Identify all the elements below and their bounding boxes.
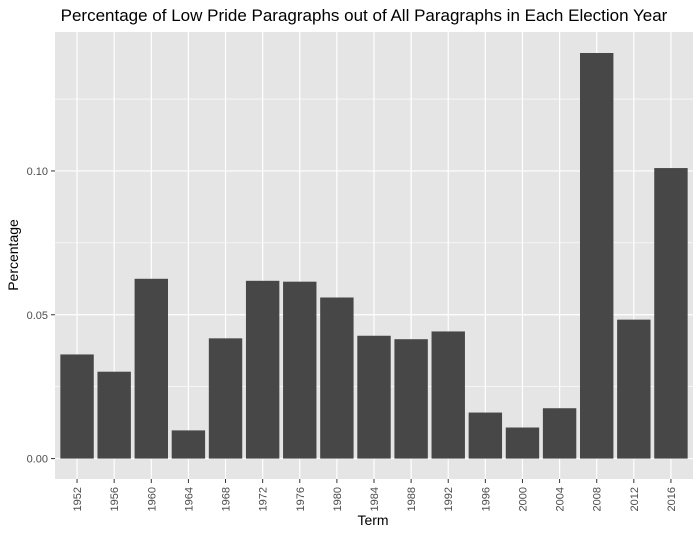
y-axis-title: Percentage bbox=[5, 219, 21, 291]
x-tick-label: 1952 bbox=[72, 487, 84, 511]
bar-2004 bbox=[542, 408, 577, 459]
bar-1980 bbox=[320, 297, 354, 459]
x-tick-label: 1976 bbox=[295, 487, 307, 511]
x-tick-label: 1988 bbox=[406, 487, 418, 511]
bar-2016 bbox=[654, 168, 688, 459]
x-tick-label: 1992 bbox=[443, 487, 455, 511]
bar-1960 bbox=[134, 278, 168, 459]
bar-1964 bbox=[171, 430, 206, 459]
bar-1984 bbox=[357, 335, 391, 459]
bar-2008 bbox=[580, 52, 614, 459]
x-tick-label: 1972 bbox=[258, 487, 270, 511]
x-tick-label: 1960 bbox=[146, 487, 158, 511]
bar-1992 bbox=[431, 331, 465, 459]
bar-1952 bbox=[60, 354, 94, 459]
x-tick-label: 2016 bbox=[666, 487, 678, 511]
x-axis: 1952 1956 1960 1964 1968 1972 1976 1980 1984 1988… bbox=[72, 479, 678, 511]
chart-title: Percentage of Low Pride Paragraphs out o… bbox=[61, 6, 668, 25]
bar-2000 bbox=[505, 427, 540, 459]
x-tick-label: 1956 bbox=[109, 487, 121, 511]
x-tick-label: 1964 bbox=[183, 487, 195, 511]
x-tick-label: 1996 bbox=[480, 487, 492, 511]
y-tick-label: 0.05 bbox=[27, 310, 48, 322]
x-tick-label: 2008 bbox=[592, 487, 604, 511]
bar-2012 bbox=[617, 319, 651, 459]
x-tick-label: 1984 bbox=[369, 487, 381, 511]
x-tick-label: 1968 bbox=[221, 487, 233, 511]
y-axis: 0.00 0.05 0.10 bbox=[27, 166, 55, 466]
bar-1956 bbox=[97, 371, 131, 459]
y-tick-label: 0.00 bbox=[27, 454, 48, 466]
bar-1968 bbox=[208, 338, 243, 459]
bar-1976 bbox=[283, 281, 317, 459]
bar-1988 bbox=[394, 339, 428, 459]
x-tick-label: 1980 bbox=[332, 487, 344, 511]
x-tick-label: 2012 bbox=[629, 487, 641, 511]
bar-1996 bbox=[468, 412, 503, 459]
y-tick-label: 0.10 bbox=[27, 166, 48, 178]
x-tick-label: 2000 bbox=[517, 487, 529, 511]
bar-1972 bbox=[245, 280, 280, 459]
x-tick-label: 2004 bbox=[555, 487, 567, 511]
bars bbox=[60, 52, 688, 459]
x-axis-title: Term bbox=[357, 512, 388, 528]
